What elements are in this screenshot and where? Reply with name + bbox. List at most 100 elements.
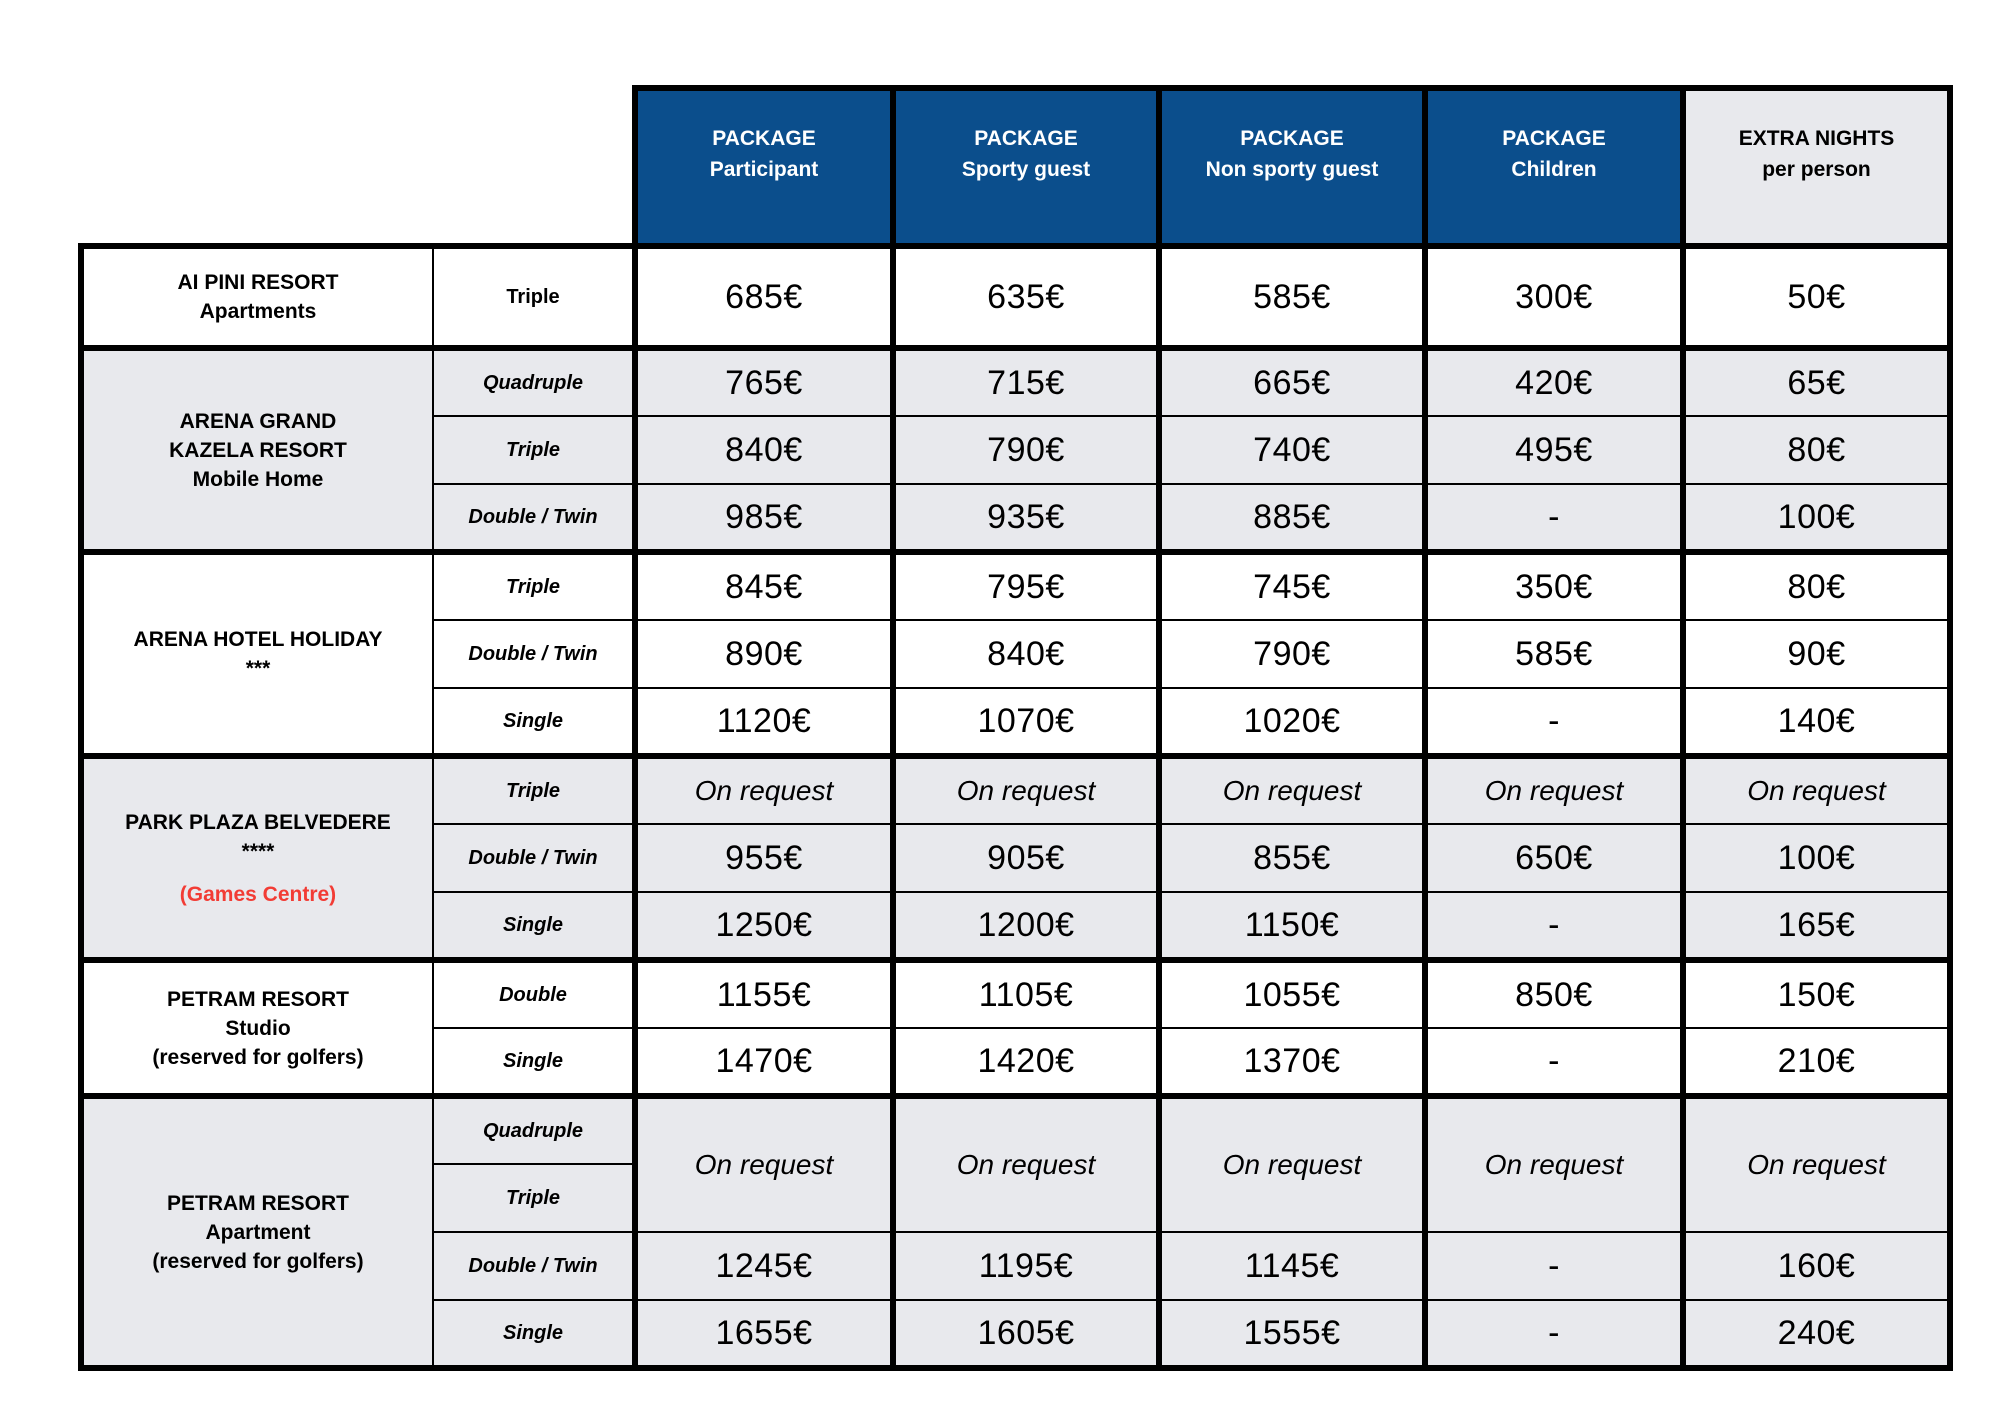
price-cell: 1155€: [632, 957, 896, 1029]
price-cell: -: [1422, 1299, 1686, 1371]
hotel-name-line: PETRAM RESORT: [166, 1191, 349, 1215]
price-cell: 65€: [1680, 345, 1953, 417]
price-cell: 740€: [1156, 415, 1428, 485]
room-type-cell: Single: [432, 687, 638, 757]
header-line: PACKAGE: [712, 127, 816, 150]
price-cell: 585€: [1422, 619, 1686, 689]
table-row: PETRAM RESORT Apartment (reserved for go…: [78, 1093, 1953, 1371]
price-cell: 685€: [632, 243, 896, 349]
price-cell: 1150€: [1156, 891, 1428, 961]
hotel-name-line: AI PINI RESORT: [177, 271, 339, 294]
price-cell: 1200€: [890, 891, 1162, 961]
price-cell: -: [1422, 1027, 1686, 1097]
price-cell: -: [1422, 687, 1686, 757]
table-row: Double / Twin 955€ 905€ 855€ 650€ 100€: [81, 823, 1953, 893]
hotel-name-line: (reserved for golfers): [152, 1249, 364, 1273]
price-cell: -: [1422, 483, 1686, 553]
price-cell: 300€: [1422, 243, 1686, 349]
hotel-name-line: PETRAM RESORT: [166, 987, 349, 1011]
hotel-note: (Games Centre): [179, 882, 337, 906]
hotel-cell-arena-grand-kazela: ARENA GRAND KAZELA RESORT Mobile Home: [78, 345, 434, 553]
price-cell: On request: [890, 753, 1162, 825]
price-cell: 80€: [1680, 415, 1953, 485]
price-cell: 845€: [632, 549, 896, 621]
price-cell: 1555€: [1156, 1299, 1428, 1371]
hotel-cell-petram-studio: PETRAM RESORT Studio (reserved for golfe…: [78, 957, 434, 1097]
header-package-participant: PACKAGE Participant: [632, 85, 896, 249]
price-cell: 790€: [890, 415, 1162, 485]
price-cell: 1120€: [632, 687, 896, 757]
header-package-sporty-guest: PACKAGE Sporty guest: [890, 85, 1162, 249]
price-cell: 240€: [1680, 1299, 1953, 1371]
price-cell: On request: [1422, 1093, 1686, 1233]
room-type-cell: Double / Twin: [432, 483, 638, 553]
hotel-cell-ai-pini: AI PINI RESORT Apartments: [78, 243, 434, 349]
price-cell: On request: [1680, 753, 1953, 825]
price-cell: On request: [1156, 1093, 1428, 1233]
price-cell: 745€: [1156, 549, 1428, 621]
header-line: Participant: [709, 158, 819, 181]
price-cell: 1470€: [632, 1027, 896, 1097]
room-type-cell: Single: [432, 891, 638, 961]
header-blank-cell: [81, 88, 635, 246]
price-cell: 715€: [890, 345, 1162, 417]
price-cell: 1655€: [632, 1299, 896, 1371]
price-cell: 100€: [1680, 483, 1953, 553]
hotel-stars: ****: [241, 839, 275, 863]
room-type-cell: Double / Twin: [432, 823, 638, 893]
price-cell: On request: [1422, 753, 1686, 825]
price-cell: 50€: [1680, 243, 1953, 349]
price-cell: 1370€: [1156, 1027, 1428, 1097]
pricing-table: PACKAGE Participant PACKAGE Sporty guest…: [78, 85, 1953, 1371]
table-row: PARK PLAZA BELVEDERE **** (Games Centre)…: [78, 753, 1953, 961]
price-cell: 100€: [1680, 823, 1953, 893]
hotel-cell-petram-apartment: PETRAM RESORT Apartment (reserved for go…: [78, 1093, 434, 1371]
hotel-name-line: KAZELA RESORT: [169, 438, 347, 462]
hotel-name-line: ARENA GRAND: [179, 409, 337, 433]
price-cell: On request: [1156, 753, 1428, 825]
price-cell: 1105€: [890, 957, 1162, 1029]
table-row: AI PINI RESORT Apartments Triple 685€ 63…: [78, 243, 1953, 349]
price-cell: 650€: [1422, 823, 1686, 893]
hotel-name-line: Apartments: [199, 300, 317, 323]
header-line: PACKAGE: [1240, 127, 1344, 150]
hotel-name-line: ARENA HOTEL HOLIDAY: [133, 628, 383, 651]
price-cell: 140€: [1680, 687, 1953, 757]
price-cell: 495€: [1422, 415, 1686, 485]
table-row: Triple: [81, 1163, 1950, 1233]
hotel-cell-park-plaza-belvedere: PARK PLAZA BELVEDERE **** (Games Centre): [78, 753, 434, 961]
hotel-name-line: (reserved for golfers): [152, 1045, 364, 1069]
table-row: ARENA HOTEL HOLIDAY *** Triple 845€ 795€…: [78, 549, 1953, 757]
price-cell: 905€: [890, 823, 1162, 893]
price-cell: 420€: [1422, 345, 1686, 417]
price-cell: -: [1422, 891, 1686, 961]
room-type-cell: Quadruple: [432, 345, 638, 417]
price-cell: 795€: [890, 549, 1162, 621]
price-cell: 350€: [1422, 549, 1686, 621]
price-cell: -: [1422, 1231, 1686, 1301]
room-type-cell: Quadruple: [432, 1093, 638, 1165]
room-type-cell: Single: [432, 1027, 638, 1097]
price-cell: 1145€: [1156, 1231, 1428, 1301]
room-type-cell: Triple: [432, 753, 638, 825]
table-row: Double / Twin 985€ 935€ 885€ - 100€: [81, 483, 1953, 553]
room-type-cell: Triple: [432, 1163, 638, 1233]
table-row: Single 1470€ 1420€ 1370€ - 210€: [81, 1027, 1953, 1097]
price-cell: 1420€: [890, 1027, 1162, 1097]
header-line: Sporty guest: [961, 158, 1091, 181]
price-cell: 1250€: [632, 891, 896, 961]
price-cell: 1195€: [890, 1231, 1162, 1301]
price-cell: 790€: [1156, 619, 1428, 689]
header-line: Children: [1511, 158, 1597, 181]
price-cell: 955€: [632, 823, 896, 893]
price-cell: 90€: [1680, 619, 1953, 689]
price-cell: 1245€: [632, 1231, 896, 1301]
price-cell: 210€: [1680, 1027, 1953, 1097]
price-cell: 585€: [1156, 243, 1428, 349]
price-cell: 890€: [632, 619, 896, 689]
table-row: Double / Twin 890€ 840€ 790€ 585€ 90€: [81, 619, 1953, 689]
hotel-name-line: Mobile Home: [192, 467, 324, 491]
price-cell: 935€: [890, 483, 1162, 553]
table-row: Single 1655€ 1605€ 1555€ - 240€: [81, 1299, 1953, 1371]
room-type-cell: Triple: [432, 243, 638, 349]
